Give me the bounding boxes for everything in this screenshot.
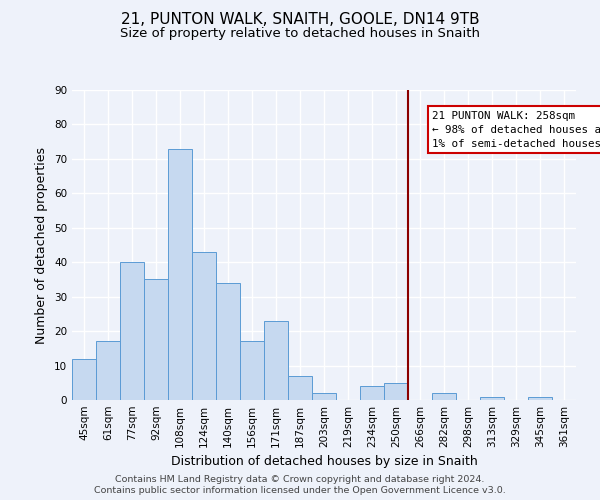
X-axis label: Distribution of detached houses by size in Snaith: Distribution of detached houses by size … (170, 456, 478, 468)
Bar (120, 262, 144, 400)
Bar (264, 321, 288, 400)
Bar (312, 393, 336, 400)
Text: Contains public sector information licensed under the Open Government Licence v3: Contains public sector information licen… (94, 486, 506, 495)
Bar (216, 283, 240, 400)
Text: 21 PUNTON WALK: 258sqm
← 98% of detached houses are smaller (308)
1% of semi-det: 21 PUNTON WALK: 258sqm ← 98% of detached… (432, 110, 600, 148)
Y-axis label: Number of detached properties: Number of detached properties (35, 146, 49, 344)
Bar (288, 376, 312, 400)
Bar (384, 383, 408, 400)
Bar (432, 393, 456, 400)
Bar (96, 342, 120, 400)
Bar (528, 396, 552, 400)
Text: 21, PUNTON WALK, SNAITH, GOOLE, DN14 9TB: 21, PUNTON WALK, SNAITH, GOOLE, DN14 9TB (121, 12, 479, 28)
Text: Size of property relative to detached houses in Snaith: Size of property relative to detached ho… (120, 28, 480, 40)
Text: Contains HM Land Registry data © Crown copyright and database right 2024.: Contains HM Land Registry data © Crown c… (115, 475, 485, 484)
Bar (144, 280, 168, 400)
Bar (360, 386, 384, 400)
Bar (72, 358, 96, 400)
Bar (240, 342, 264, 400)
Bar (168, 148, 192, 400)
Bar (192, 252, 216, 400)
Bar (480, 396, 504, 400)
